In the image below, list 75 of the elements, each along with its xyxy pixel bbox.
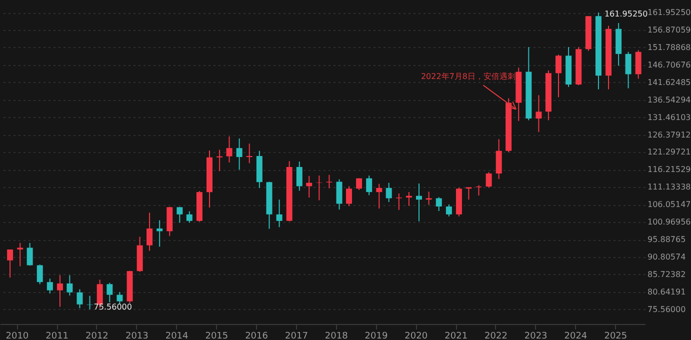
candlestick [376, 183, 382, 210]
candlestick [246, 143, 252, 164]
y-tick-label: 121.29721 [648, 148, 691, 157]
candlestick [496, 138, 502, 180]
candlestick [56, 274, 63, 308]
x-tick-label: 2024 [564, 332, 588, 340]
candlestick [426, 191, 432, 206]
y-tick-label: 131.46103 [648, 112, 691, 122]
candlestick [346, 186, 352, 207]
candlestick [216, 149, 223, 172]
y-tick-label: 116.21529 [648, 165, 691, 174]
y-tick-label: 136.54294 [648, 95, 691, 104]
y-tick-label: 161.95250 [648, 8, 691, 18]
annotation: 2022年7月8日，安倍遇刺 [420, 72, 516, 82]
candlestick [416, 182, 422, 222]
y-tick-label: 141.62485 [648, 78, 691, 87]
x-tick-label: 2012 [85, 332, 108, 340]
candlestick [17, 242, 24, 267]
x-tick-label: 2015 [205, 332, 228, 340]
candlestick [436, 196, 442, 212]
x-tick-label: 2018 [324, 332, 348, 340]
x-tick-label: 2014 [165, 332, 189, 340]
candlestick [146, 212, 153, 252]
x-tick-label: 2013 [125, 332, 148, 340]
y-tick-label: 151.78868 [648, 42, 691, 52]
candlestick [116, 292, 123, 305]
y-tick-label: 111.13338 [648, 182, 691, 192]
annotation: 75.56000 [94, 302, 132, 312]
candlestick [236, 138, 242, 170]
candlestick [66, 274, 73, 296]
candlestick [46, 278, 53, 294]
x-tick-label: 2020 [404, 332, 428, 340]
x-tick-label: 2011 [46, 332, 69, 340]
annotation: 161.95250 [604, 10, 648, 19]
candlestick [76, 288, 83, 309]
candlestick [86, 295, 93, 310]
x-tick-label: 2010 [6, 332, 29, 340]
candlestick [26, 242, 33, 266]
y-tick-label: 75.56000 [648, 304, 686, 314]
candlestick [276, 199, 282, 228]
candlestick [625, 51, 632, 89]
x-tick-label: 2021 [444, 332, 468, 340]
candlestick [555, 54, 562, 98]
candlestick [366, 175, 372, 196]
y-tick-label: 85.72382 [648, 270, 686, 279]
candlestick [186, 210, 192, 224]
candlestick [536, 94, 542, 132]
y-tick-label: 126.37912 [648, 130, 691, 140]
x-tick-label: 2025 [604, 332, 628, 340]
candlestick [446, 204, 452, 217]
x-tick-label: 2016 [245, 332, 268, 340]
candlestick [476, 184, 482, 196]
y-tick-label: 80.64191 [648, 287, 686, 296]
y-tick-label: 90.80574 [648, 252, 686, 262]
candlestick [156, 220, 163, 248]
candlestick [176, 206, 183, 224]
candlestick [7, 248, 14, 278]
x-tick-label: 2019 [364, 332, 388, 340]
candlestick [226, 136, 232, 164]
y-tick-label: 156.87059 [648, 25, 691, 34]
y-tick-label: 100.96956 [648, 218, 691, 227]
y-tick-label: 146.70676 [648, 60, 691, 70]
candlestick [106, 282, 113, 303]
y-tick-label: 106.05147 [648, 200, 691, 210]
candlestick [36, 264, 43, 285]
y-tick-label: 95.88765 [648, 235, 686, 244]
candlestick [635, 50, 642, 80]
candlestick [486, 172, 492, 188]
x-tick-label: 2022 [484, 332, 508, 340]
x-tick-label: 2017 [285, 332, 308, 340]
candlestick [316, 175, 322, 201]
candlestick [386, 182, 392, 203]
x-tick-label: 2023 [524, 332, 548, 340]
candlestick [336, 178, 342, 210]
candlestick [296, 160, 302, 192]
